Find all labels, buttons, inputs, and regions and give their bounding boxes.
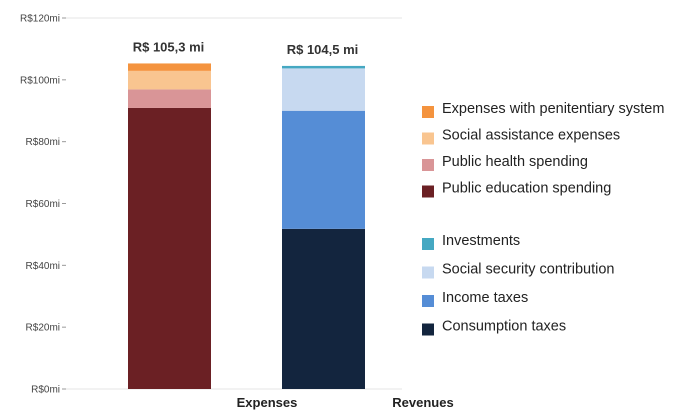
legend-swatch (422, 238, 434, 250)
legend-label: Social assistance expenses (442, 128, 620, 144)
y-tick-label: R$100mi (20, 75, 60, 86)
bar-segment-social-security-contribution (282, 68, 365, 111)
legend-label: Public education spending (442, 181, 611, 197)
legend-swatch (422, 295, 434, 307)
y-axis: R$0mi R$20mi R$40mi R$60mi R$80mi R$100mi R$12… (20, 14, 66, 396)
bar-segment-public-health-spending (128, 89, 211, 108)
legend-label: Social security contribution (442, 262, 614, 278)
legend-label: Income taxes (442, 290, 528, 306)
legend-swatch (422, 106, 434, 118)
legend-label: Investments (442, 233, 520, 249)
y-tick-label: R$120mi (20, 14, 60, 25)
bar-segment-consumption-taxes (282, 228, 365, 389)
bar-totals: R$ 105,3 mi R$ 104,5 mi (133, 39, 359, 56)
bar-total-label: R$ 104,5 mi (287, 42, 359, 57)
legend-label: Consumption taxes (442, 319, 566, 335)
bar-segment-public-education-spending (128, 107, 211, 389)
legend-swatch (422, 159, 434, 171)
legend-swatch (422, 132, 434, 145)
bar-segment-expenses-with-penitentiary-system (128, 63, 211, 71)
bar-segment-social-assistance-expenses (128, 70, 211, 90)
y-tick-label: R$0mi (31, 385, 60, 396)
x-category-label: Revenues (392, 395, 453, 410)
y-tick-label: R$60mi (26, 199, 60, 210)
y-tick-label: R$80mi (26, 137, 60, 148)
bar-total-label: R$ 105,3 mi (133, 39, 205, 54)
legend-swatch (422, 323, 434, 336)
legend-swatch (422, 185, 434, 198)
bar-segment-investments (282, 65, 365, 69)
x-category-label: Expenses (237, 395, 298, 410)
x-axis-categories: Expenses Revenues (237, 395, 454, 410)
bar-segment-income-taxes (282, 110, 365, 229)
y-tick-label: R$20mi (26, 323, 60, 334)
y-tick-label: R$40mi (26, 261, 60, 272)
legend: Expenses with penitentiary system Social … (422, 101, 664, 336)
legend-label: Expenses with penitentiary system (442, 101, 664, 117)
legend-label: Public health spending (442, 154, 588, 170)
legend-swatch (422, 266, 434, 279)
bars (128, 63, 365, 389)
